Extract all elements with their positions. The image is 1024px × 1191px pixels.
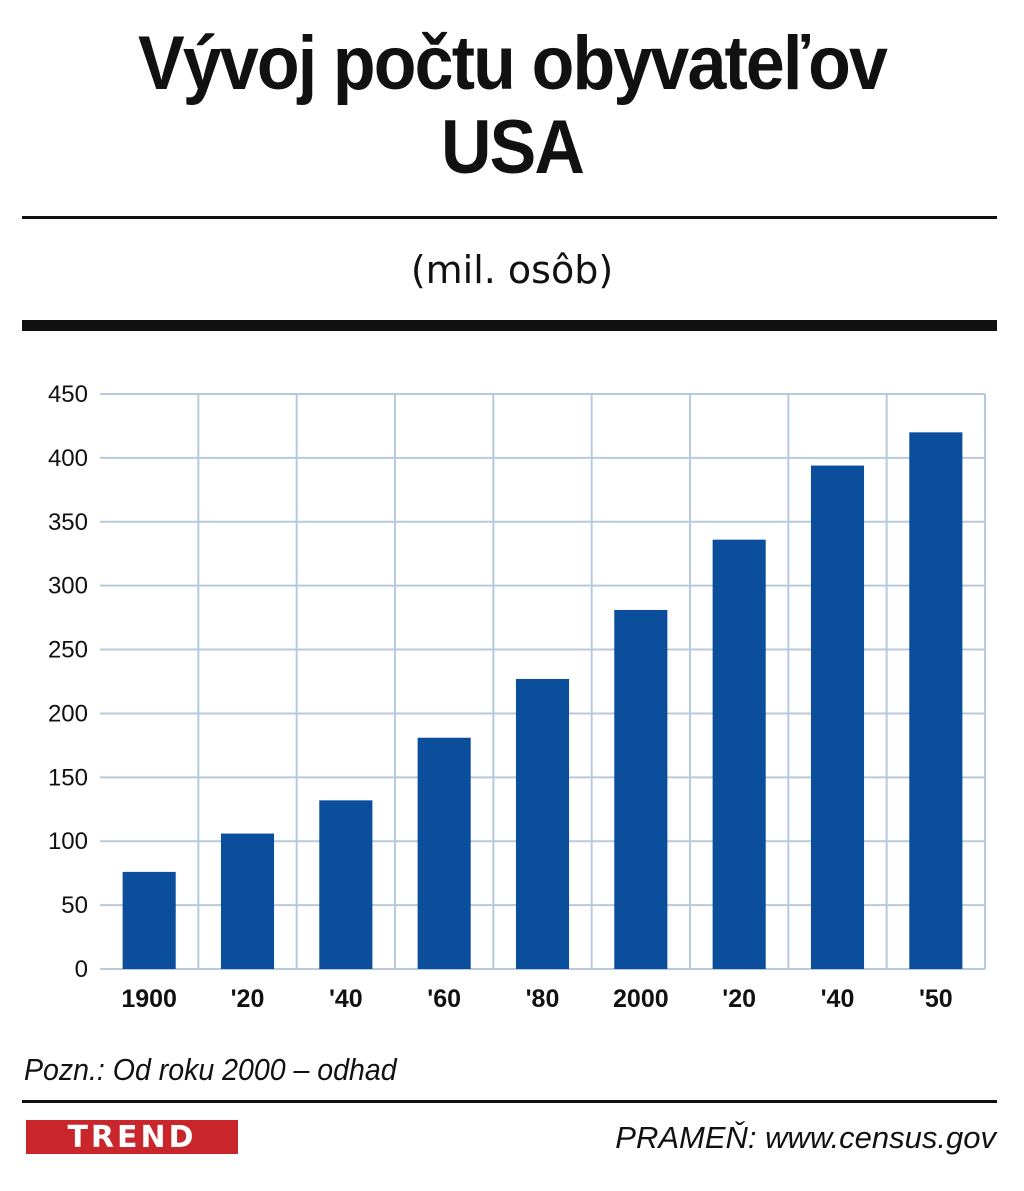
bar xyxy=(810,465,865,969)
footnote: Pozn.: Od roku 2000 – odhad xyxy=(24,1052,397,1087)
y-tick-label: 400 xyxy=(48,445,88,472)
y-tick-label: 200 xyxy=(48,700,88,727)
logo-text: TREND xyxy=(67,1119,197,1155)
x-tick-label: '40 xyxy=(821,985,855,1013)
x-tick-label: '60 xyxy=(427,985,461,1013)
bar xyxy=(220,833,275,969)
footer-divider xyxy=(22,1100,997,1103)
y-tick-label: 300 xyxy=(48,573,88,600)
title-line-2: USA xyxy=(440,105,585,190)
y-tick-label: 0 xyxy=(75,956,88,983)
x-tick-label: 2000 xyxy=(613,985,669,1013)
unit-label: (mil. osôb) xyxy=(410,248,614,292)
bar xyxy=(417,737,471,969)
y-tick-label: 50 xyxy=(61,892,88,919)
x-tick-label: '80 xyxy=(526,985,560,1013)
bar xyxy=(712,539,766,969)
source-credit: PRAMEŇ: www.census.gov xyxy=(615,1120,996,1155)
trend-logo: TREND xyxy=(26,1119,238,1155)
bar xyxy=(319,800,373,969)
y-tick-label: 350 xyxy=(48,509,88,536)
y-tick-label: 250 xyxy=(48,637,88,664)
x-tick-label: '40 xyxy=(329,985,363,1013)
bar xyxy=(909,432,963,969)
x-tick-label: 1900 xyxy=(121,985,177,1013)
bar-chart: 0 50 100 150 200 250 300 350 400 450 1900 '20 '40 '60… xyxy=(48,381,986,1013)
y-tick-label: 100 xyxy=(48,828,88,855)
x-tick-label: '50 xyxy=(919,985,953,1013)
y-tick-label: 450 xyxy=(48,381,88,408)
bar xyxy=(515,678,570,969)
y-tick-label: 150 xyxy=(48,764,88,791)
bar xyxy=(122,871,176,969)
x-tick-label: '20 xyxy=(722,985,756,1013)
chart-title: Vývoj počtu obyvateľov USA xyxy=(41,22,983,190)
title-line-1: Vývoj počtu obyvateľov xyxy=(137,21,888,106)
x-tick-label: '20 xyxy=(231,985,265,1013)
subtitle-divider xyxy=(22,320,997,331)
title-divider xyxy=(22,216,997,219)
bar xyxy=(614,609,668,969)
